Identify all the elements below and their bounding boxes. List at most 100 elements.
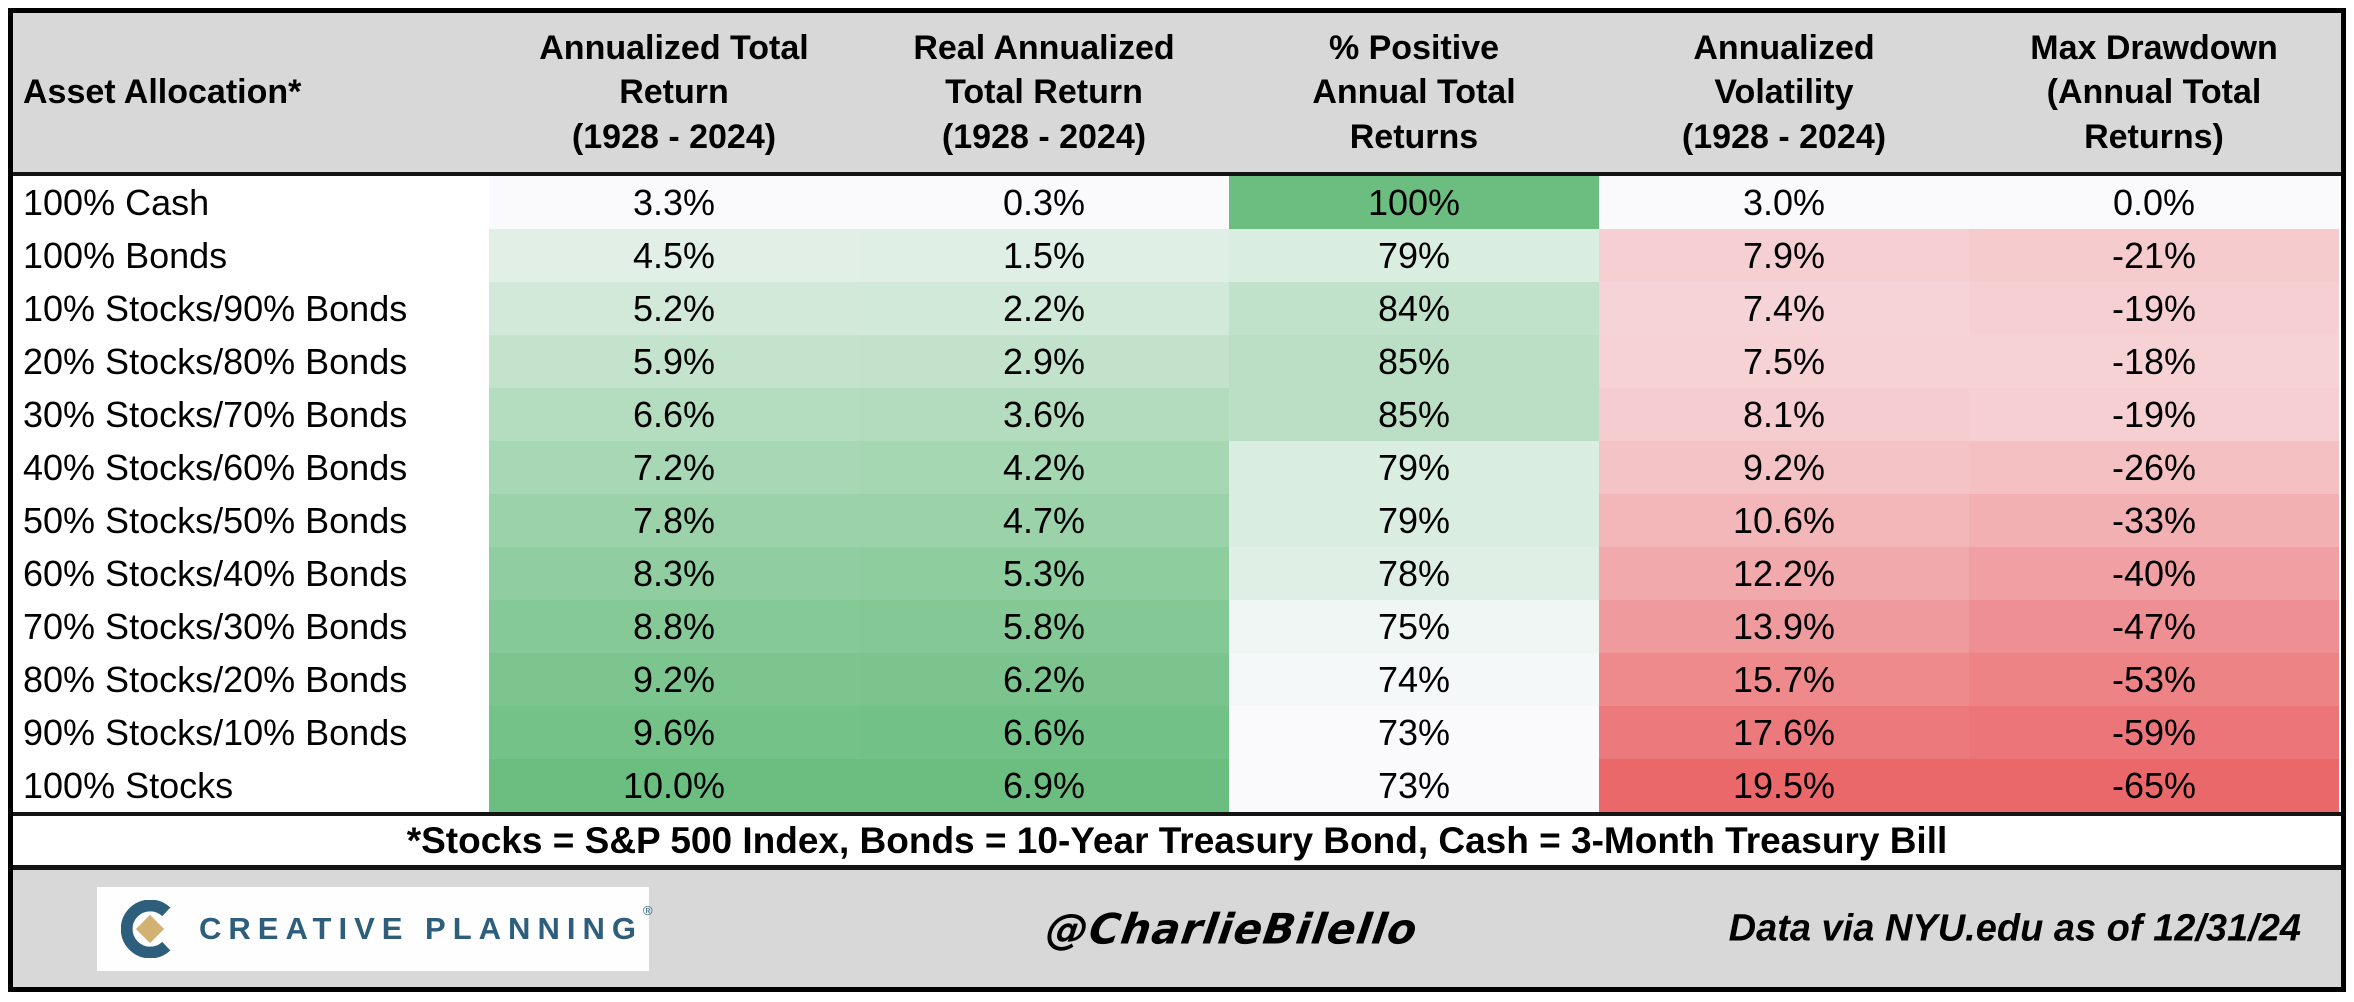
header-annualized-volatility: Annualized Volatility (1928 - 2024) <box>1681 29 1887 156</box>
cell-max_drawdown: -19% <box>1969 282 2339 335</box>
header-max-drawdown: Max Drawdown (Annual Total Returns) <box>2030 29 2278 156</box>
cell-pct_positive: 85% <box>1229 335 1599 388</box>
cell-allocation: 80% Stocks/20% Bonds <box>13 653 489 706</box>
footnote-row: *Stocks = S&P 500 Index, Bonds = 10-Year… <box>13 812 2341 870</box>
cell-ann_return: 5.2% <box>489 282 859 335</box>
data-source: Data via NYU.edu as of 12/31/24 <box>1728 907 2301 949</box>
table-body: 100% Cash 3.3% 0.3% 100% 3.0% 0.0% 100% Bonds 4… <box>13 176 2341 812</box>
cell-allocation: 30% Stocks/70% Bonds <box>13 388 489 441</box>
cell-pct_positive: 84% <box>1229 282 1599 335</box>
cell-volatility: 3.0% <box>1599 176 1969 229</box>
cell-real_return: 6.2% <box>859 653 1229 706</box>
header-annualized-total-return: Annualized Total Return (1928 - 2024) <box>539 29 809 156</box>
table-row: 10% Stocks/90% Bonds 5.2% 2.2% 84% 7.4% -19% <box>13 282 2341 335</box>
cell-allocation: 70% Stocks/30% Bonds <box>13 600 489 653</box>
cell-allocation: 100% Bonds <box>13 229 489 282</box>
cell-ann_return: 4.5% <box>489 229 859 282</box>
cell-pct_positive: 74% <box>1229 653 1599 706</box>
cell-max_drawdown: -47% <box>1969 600 2339 653</box>
cell-max_drawdown: -19% <box>1969 388 2339 441</box>
cell-ann_return: 6.6% <box>489 388 859 441</box>
cell-volatility: 7.4% <box>1599 282 1969 335</box>
cell-max_drawdown: -18% <box>1969 335 2339 388</box>
cell-allocation: 10% Stocks/90% Bonds <box>13 282 489 335</box>
cell-allocation: 60% Stocks/40% Bonds <box>13 547 489 600</box>
cell-allocation: 100% Cash <box>13 176 489 229</box>
cell-pct_positive: 79% <box>1229 229 1599 282</box>
table-row: 50% Stocks/50% Bonds 7.8% 4.7% 79% 10.6% -33% <box>13 494 2341 547</box>
cell-max_drawdown: -59% <box>1969 706 2339 759</box>
cell-max_drawdown: -26% <box>1969 441 2339 494</box>
cell-real_return: 6.9% <box>859 759 1229 812</box>
cell-allocation: 100% Stocks <box>13 759 489 812</box>
c-diamond-logo-icon <box>121 899 171 958</box>
cell-max_drawdown: -21% <box>1969 229 2339 282</box>
table-row: 60% Stocks/40% Bonds 8.3% 5.3% 78% 12.2% -40% <box>13 547 2341 600</box>
cell-pct_positive: 75% <box>1229 600 1599 653</box>
table-row: 30% Stocks/70% Bonds 6.6% 3.6% 85% 8.1% -19% <box>13 388 2341 441</box>
cell-real_return: 1.5% <box>859 229 1229 282</box>
cell-pct_positive: 79% <box>1229 441 1599 494</box>
cell-real_return: 5.8% <box>859 600 1229 653</box>
cell-ann_return: 5.9% <box>489 335 859 388</box>
cell-allocation: 40% Stocks/60% Bonds <box>13 441 489 494</box>
cell-pct_positive: 73% <box>1229 706 1599 759</box>
table-row: 20% Stocks/80% Bonds 5.9% 2.9% 85% 7.5% -18% <box>13 335 2341 388</box>
cell-volatility: 9.2% <box>1599 441 1969 494</box>
cell-pct_positive: 85% <box>1229 388 1599 441</box>
cell-real_return: 2.2% <box>859 282 1229 335</box>
table-row: 100% Stocks 10.0% 6.9% 73% 19.5% -65% <box>13 759 2341 812</box>
cell-allocation: 50% Stocks/50% Bonds <box>13 494 489 547</box>
cell-real_return: 4.2% <box>859 441 1229 494</box>
cell-volatility: 15.7% <box>1599 653 1969 706</box>
cell-ann_return: 9.6% <box>489 706 859 759</box>
cell-ann_return: 3.3% <box>489 176 859 229</box>
cell-pct_positive: 73% <box>1229 759 1599 812</box>
cell-real_return: 0.3% <box>859 176 1229 229</box>
header-real-annualized-total-return: Real Annualized Total Return (1928 - 202… <box>913 29 1175 156</box>
logo-trademark: ® <box>642 902 653 918</box>
cell-max_drawdown: 0.0% <box>1969 176 2339 229</box>
footer-bar: CREATIVE PLANNING ® @CharlieBilello Data… <box>13 870 2341 987</box>
header-asset-allocation: Asset Allocation* <box>23 73 302 112</box>
table-frame: Asset Allocation* Annualized Total Retur… <box>8 8 2346 992</box>
cell-max_drawdown: -33% <box>1969 494 2339 547</box>
cell-volatility: 13.9% <box>1599 600 1969 653</box>
cell-volatility: 7.5% <box>1599 335 1969 388</box>
cell-ann_return: 7.8% <box>489 494 859 547</box>
table-row: 40% Stocks/60% Bonds 7.2% 4.2% 79% 9.2% -26% <box>13 441 2341 494</box>
cell-ann_return: 7.2% <box>489 441 859 494</box>
cell-real_return: 2.9% <box>859 335 1229 388</box>
cell-volatility: 10.6% <box>1599 494 1969 547</box>
cell-volatility: 12.2% <box>1599 547 1969 600</box>
cell-allocation: 20% Stocks/80% Bonds <box>13 335 489 388</box>
cell-real_return: 6.6% <box>859 706 1229 759</box>
cell-pct_positive: 100% <box>1229 176 1599 229</box>
cell-ann_return: 8.3% <box>489 547 859 600</box>
creative-planning-logo: CREATIVE PLANNING ® <box>97 886 653 971</box>
table-row: 70% Stocks/30% Bonds 8.8% 5.8% 75% 13.9% -47% <box>13 600 2341 653</box>
author-handle: @CharlieBilello <box>1043 904 1421 953</box>
cell-real_return: 4.7% <box>859 494 1229 547</box>
cell-volatility: 19.5% <box>1599 759 1969 812</box>
cell-max_drawdown: -65% <box>1969 759 2339 812</box>
cell-pct_positive: 79% <box>1229 494 1599 547</box>
cell-allocation: 90% Stocks/10% Bonds <box>13 706 489 759</box>
cell-volatility: 17.6% <box>1599 706 1969 759</box>
logo-text: CREATIVE PLANNING <box>199 910 643 946</box>
cell-ann_return: 10.0% <box>489 759 859 812</box>
cell-volatility: 7.9% <box>1599 229 1969 282</box>
table-row: 80% Stocks/20% Bonds 9.2% 6.2% 74% 15.7% -53% <box>13 653 2341 706</box>
cell-real_return: 3.6% <box>859 388 1229 441</box>
cell-max_drawdown: -53% <box>1969 653 2339 706</box>
cell-real_return: 5.3% <box>859 547 1229 600</box>
cell-ann_return: 9.2% <box>489 653 859 706</box>
table-row: 100% Bonds 4.5% 1.5% 79% 7.9% -21% <box>13 229 2341 282</box>
table-row: 100% Cash 3.3% 0.3% 100% 3.0% 0.0% <box>13 176 2341 229</box>
cell-pct_positive: 78% <box>1229 547 1599 600</box>
table-header: Asset Allocation* Annualized Total Retur… <box>13 13 2341 176</box>
table-row: 90% Stocks/10% Bonds 9.6% 6.6% 73% 17.6% -59% <box>13 706 2341 759</box>
header-pct-positive-returns: % Positive Annual Total Returns <box>1312 29 1516 156</box>
cell-ann_return: 8.8% <box>489 600 859 653</box>
